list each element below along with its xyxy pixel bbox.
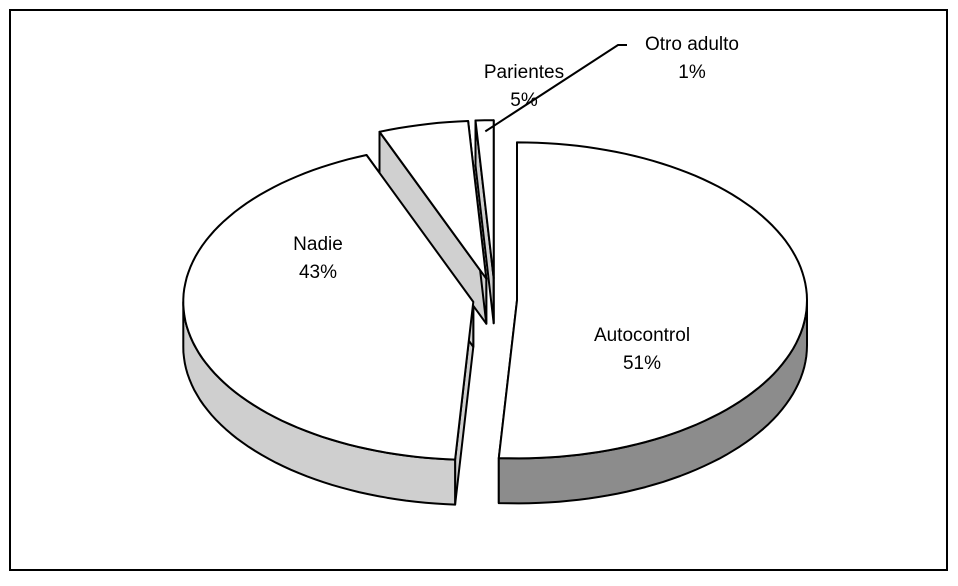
- category-label: Autocontrol: [594, 325, 690, 346]
- leader-line: [484, 44, 627, 133]
- category-label: Parientes: [484, 62, 564, 83]
- value-label: 43%: [299, 262, 337, 283]
- slice-tops: [182, 119, 808, 461]
- value-label: 51%: [623, 353, 661, 374]
- value-label: 5%: [510, 90, 538, 111]
- slice: [497, 141, 808, 460]
- category-label: Otro adulto: [645, 34, 739, 55]
- value-label: 1%: [678, 62, 706, 83]
- slice: [182, 154, 475, 461]
- data-labels: Autocontrol 51% Nadie 43% Parientes 5% Otro ad…: [293, 34, 739, 374]
- slice: [474, 119, 495, 280]
- category-label: Nadie: [293, 234, 343, 255]
- slice: [378, 120, 488, 280]
